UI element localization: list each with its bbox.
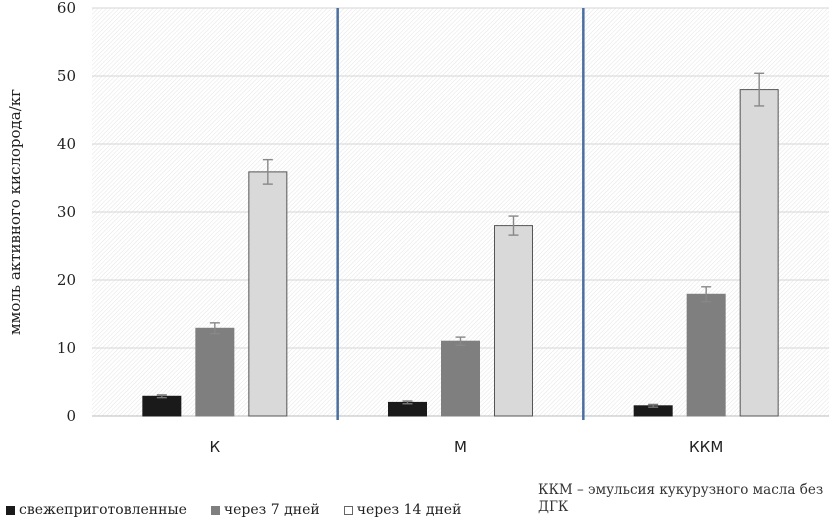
y-tick-label: 20 [57, 271, 76, 289]
y-tick-label: 30 [57, 203, 76, 221]
legend-swatch-14days [343, 505, 353, 515]
y-tick-label: 60 [57, 0, 76, 17]
legend: свежеприготовленные через 7 дней через 1… [6, 502, 461, 518]
legend-label-7days: через 7 дней [223, 502, 320, 518]
y-tick-label: 50 [57, 67, 76, 85]
legend-item-fresh: свежеприготовленные [6, 502, 187, 518]
bar-0-1 [195, 327, 235, 417]
legend-label-fresh: свежеприготовленные [19, 502, 187, 518]
legend-item-7days: через 7 дней [210, 502, 320, 518]
bar-1-1 [441, 340, 480, 417]
bar-0-2 [248, 171, 288, 417]
chart-annotation: ККМ – эмульсия кукурузного масла без ДГК [538, 482, 824, 515]
legend-item-14days: через 14 дней [343, 502, 462, 518]
legend-swatch-7days [210, 505, 220, 515]
y-tick-label: 10 [57, 339, 76, 357]
x-axis-categories: К М ККМ [210, 438, 724, 456]
x-category-label: К [210, 438, 221, 456]
bar-1-2 [494, 225, 533, 417]
bar-0-0 [142, 395, 182, 417]
group-separators [336, 8, 585, 420]
y-tick-label: 40 [57, 135, 76, 153]
legend-label-14days: через 14 дней [356, 502, 462, 518]
bars [142, 72, 779, 417]
legend-swatch-fresh [6, 505, 15, 515]
x-category-label: М [454, 438, 467, 456]
y-axis-ticks: 0 10 20 30 40 50 60 [57, 0, 76, 425]
bar-2-1 [686, 293, 726, 417]
x-category-label: ККМ [689, 438, 723, 456]
y-axis-label: ммоль активного кислорода/кг [6, 89, 24, 335]
y-tick-label: 0 [66, 407, 76, 425]
bar-2-2 [739, 89, 779, 417]
